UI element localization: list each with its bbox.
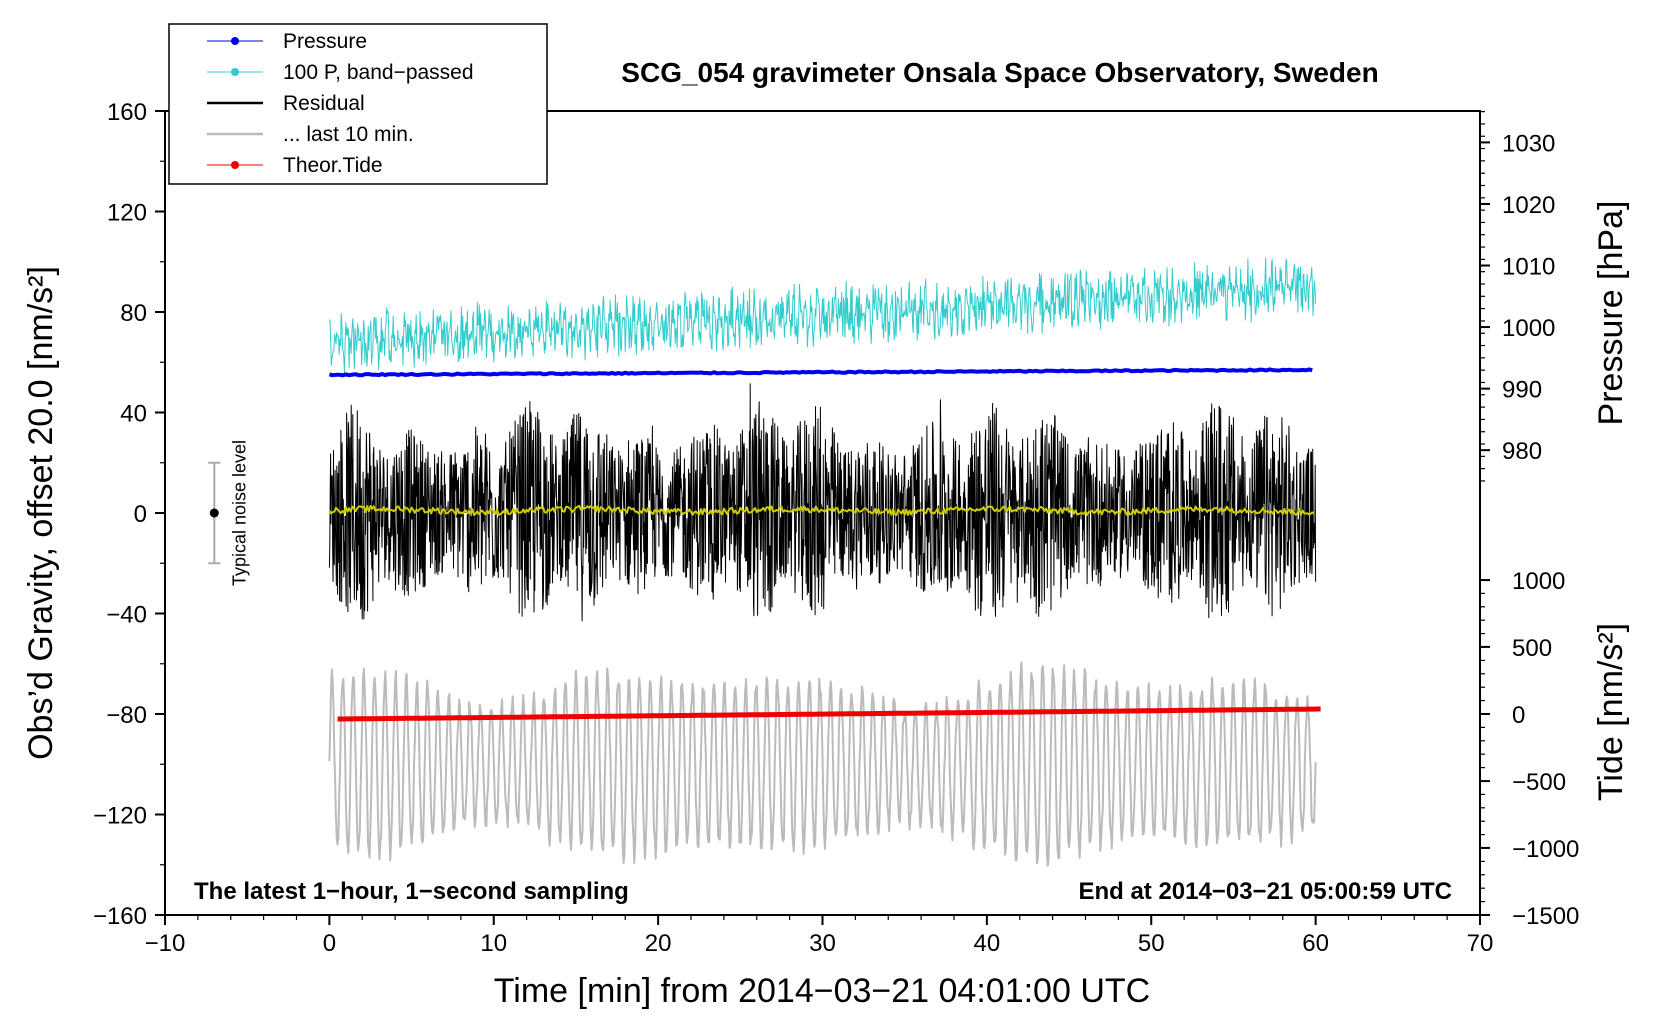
legend-label: 100 P, band−passed [283,61,474,84]
legend-label: Theor.Tide [283,154,383,177]
legend: Pressure 100 P, band−passed Residual ... la… [168,23,548,185]
legend-marker [231,37,239,45]
x-axis-title: Time [min] from 2014−03−21 04:01:00 UTC [494,972,1150,1010]
x-axis: −10 0 10 20 30 40 50 60 70 [145,915,1494,957]
pressure-tick-label: 1010 [1502,254,1555,281]
x-tick-label: 60 [1302,930,1329,957]
y-tick-label: −80 [106,702,147,729]
series-pressure [328,367,1313,378]
y-tick-label: 120 [107,200,147,227]
tide-axis-title: Tide [nm/s²] [1592,623,1630,801]
x-tick-label: −10 [145,930,186,957]
pressure-axis-title: Pressure [hPa] [1592,201,1630,426]
y-axis-title: Obs’d Gravity, offset 20.0 [nm/s²] [22,266,60,760]
y-tick-label: 80 [120,300,147,327]
series-residual [328,383,1317,622]
pressure-axis: 1030 1020 1010 1000 990 980 [1480,111,1555,482]
legend-marker [231,161,239,169]
pressure-tick-label: 1030 [1502,130,1555,157]
y-axis: 160 120 80 40 0 −40 −80 −120 −160 [93,99,165,930]
tide-tick-label: 500 [1512,635,1552,662]
noise-bar-dot [209,508,219,518]
x-tick-label: 70 [1467,930,1494,957]
legend-label: ... last 10 min. [283,123,414,146]
y-tick-label: −40 [106,602,147,629]
annotation-sampling: The latest 1−hour, 1−second sampling [194,878,629,905]
series-band-passed [328,257,1317,374]
noise-bar-label: Typical noise level [229,440,249,586]
series-residual-smoothed [328,504,1315,516]
legend-marker [231,68,239,76]
legend-label: Residual [283,92,365,115]
pressure-tick-label: 980 [1502,438,1542,465]
tide-tick-label: −500 [1512,769,1566,796]
noise-level-bar: Typical noise level [208,440,249,586]
series-theor-tide [337,706,1321,722]
tide-tick-label: 1000 [1512,568,1565,595]
x-tick-label: 50 [1138,930,1165,957]
y-tick-label: −120 [93,803,147,830]
pressure-tick-label: 1000 [1502,315,1555,342]
x-tick-label: 0 [323,930,336,957]
chart-title: SCG_054 gravimeter Onsala Space Observat… [621,57,1378,88]
y-tick-label: 160 [107,99,147,126]
pressure-tick-label: 1020 [1502,192,1555,219]
series-last10 [328,661,1317,867]
x-tick-label: 20 [645,930,672,957]
x-tick-label: 40 [974,930,1001,957]
x-tick-label: 10 [480,930,507,957]
x-tick-label: 30 [809,930,836,957]
tide-axis: 1000 500 0 −500 −1000 −1500 [1480,568,1579,930]
y-tick-label: 0 [134,501,147,528]
pressure-tick-label: 990 [1502,377,1542,404]
series-layer [328,257,1321,867]
tide-tick-label: 0 [1512,702,1525,729]
y-tick-label: −160 [93,903,147,930]
legend-label: Pressure [283,30,367,53]
annotation-end-time: End at 2014−03−21 05:00:59 UTC [1078,878,1452,905]
tide-tick-label: −1000 [1512,836,1579,863]
y-tick-label: 40 [120,401,147,428]
tide-tick-label: −1500 [1512,903,1579,930]
